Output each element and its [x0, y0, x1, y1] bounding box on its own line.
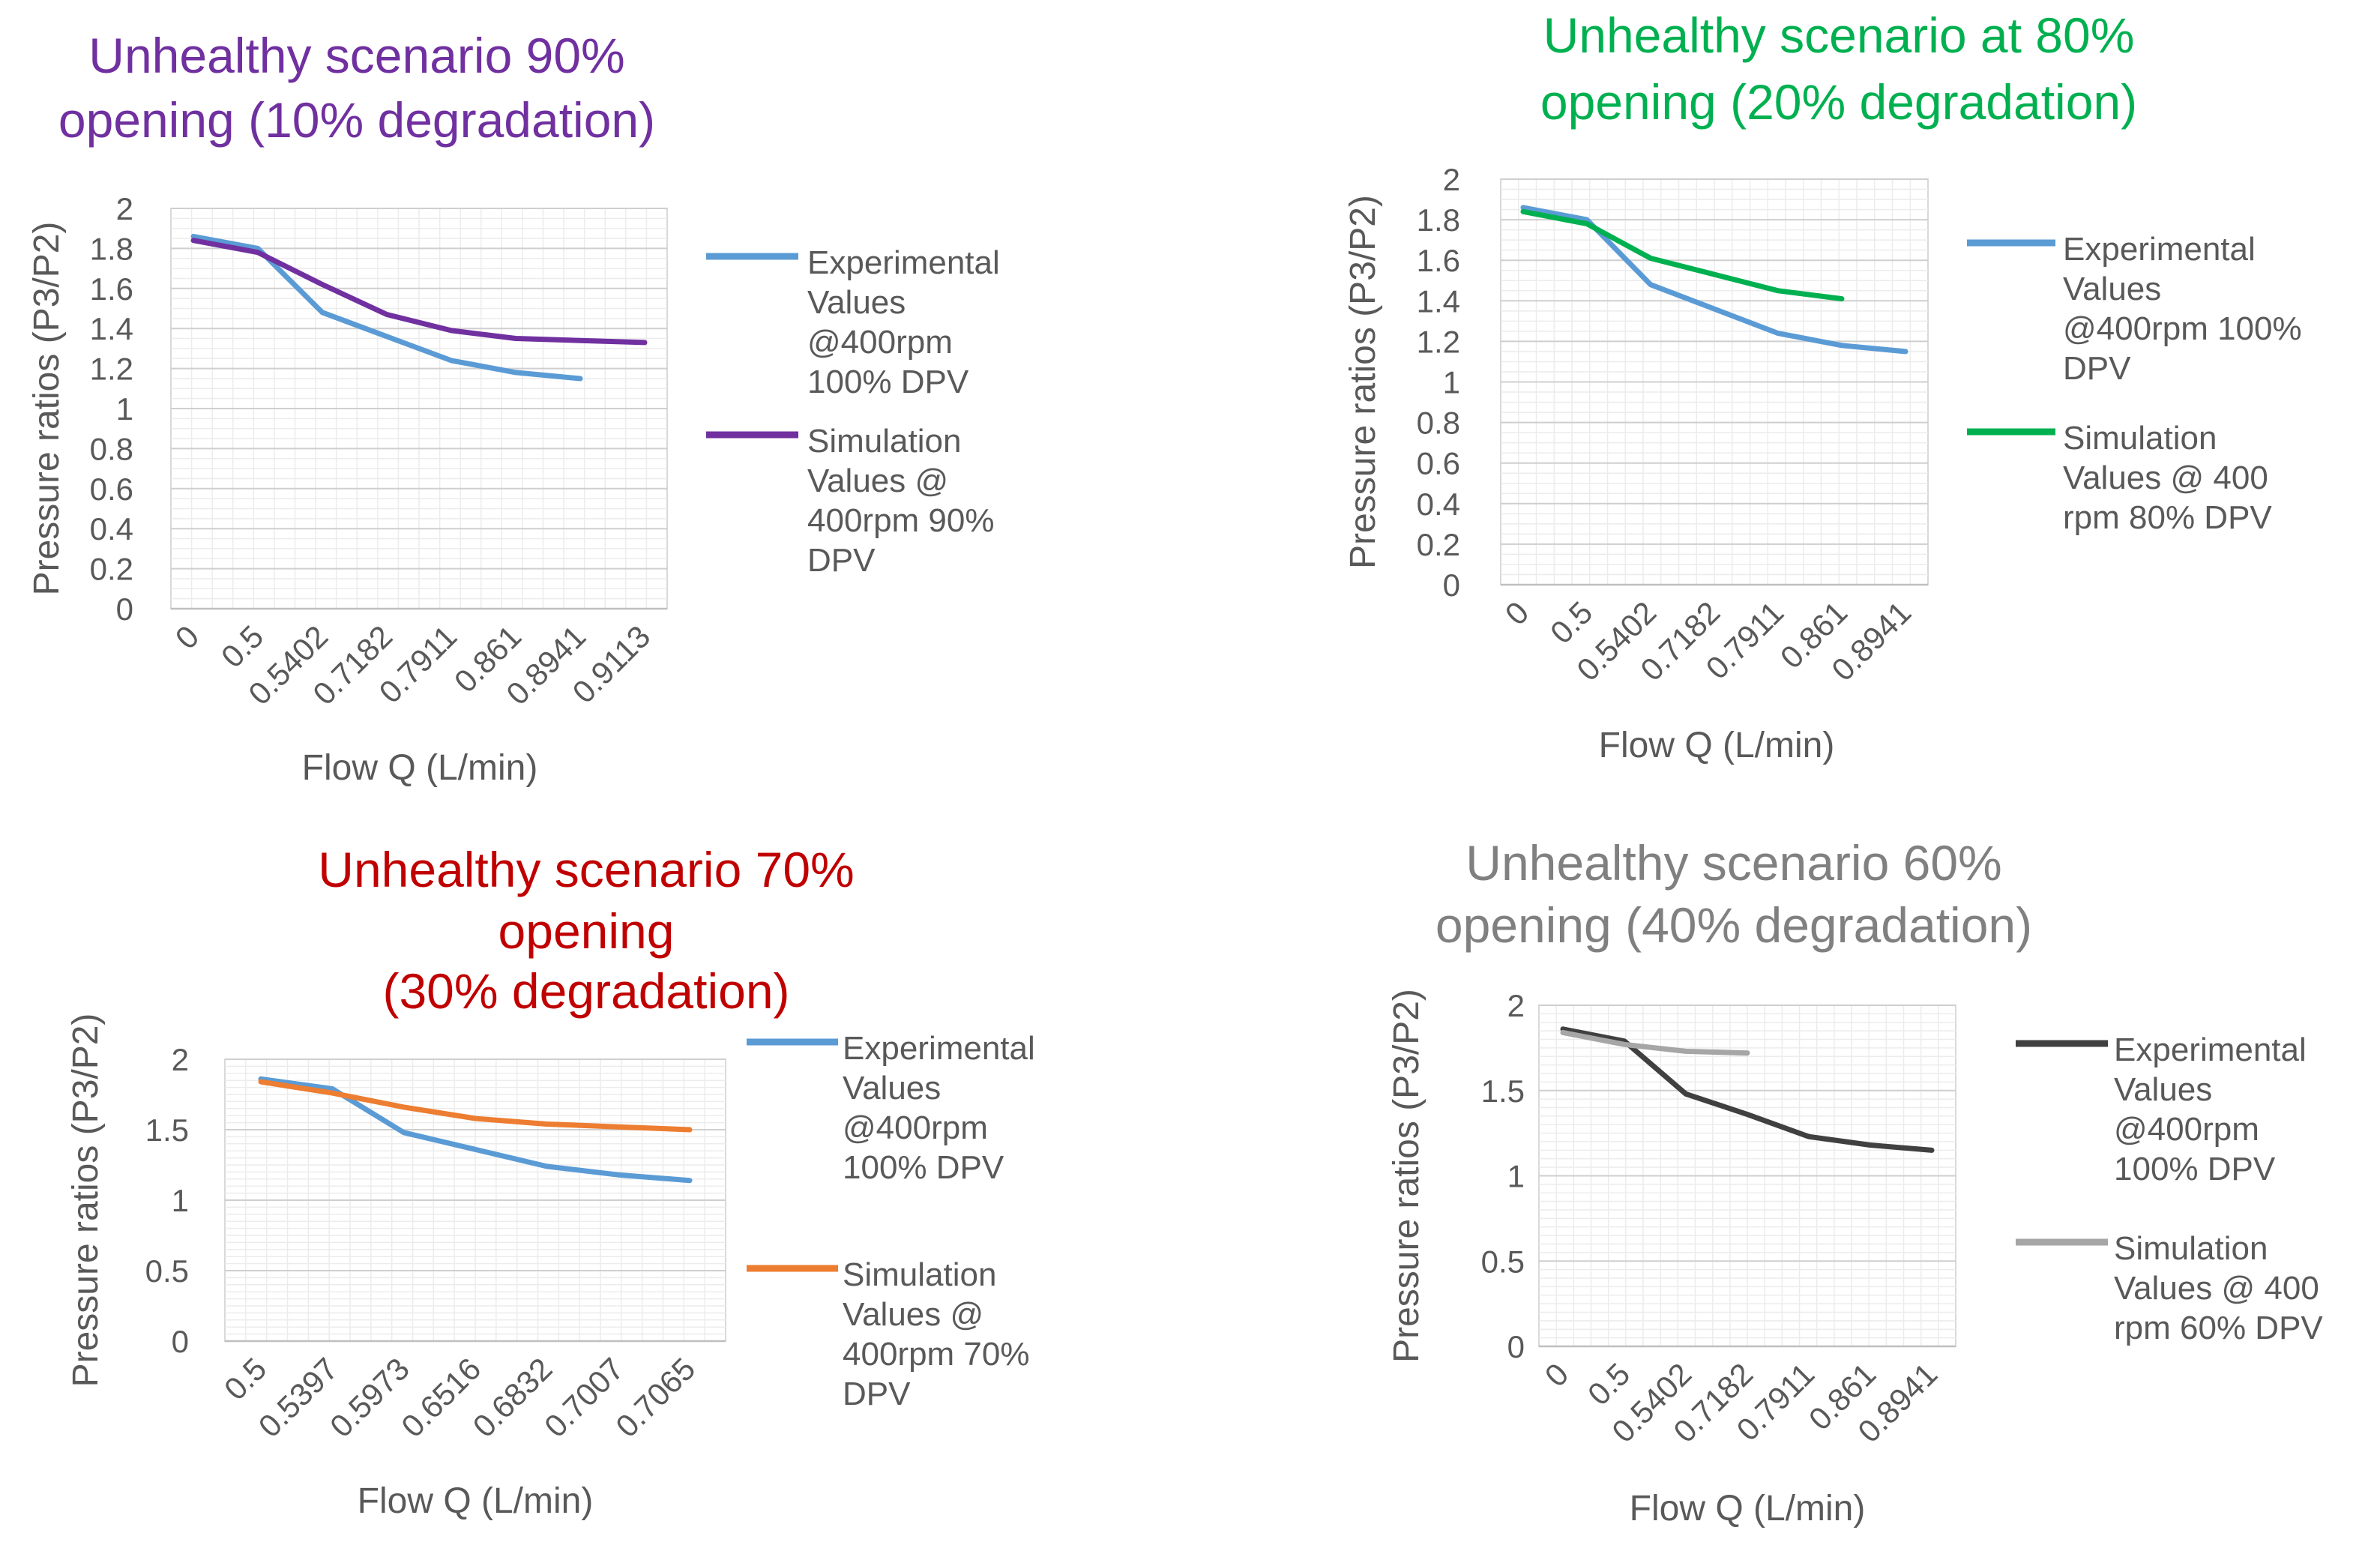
y-tick-label: 0.4	[90, 511, 133, 546]
legend-label: Values	[2063, 271, 2161, 307]
chart-title: Unhealthy scenario 90%	[88, 28, 624, 83]
legend-label: Experimental	[807, 244, 1000, 281]
y-tick-label: 1.2	[90, 352, 133, 387]
y-tick-label: 1.2	[1417, 324, 1460, 359]
y-axis-label: Pressure ratios (P3/P2)	[27, 222, 67, 596]
chart-title: opening (20% degradation)	[1540, 74, 2137, 130]
legend-label: 100% DPV	[2114, 1151, 2276, 1187]
y-tick-label: 1.5	[145, 1112, 189, 1148]
y-tick-label: 0	[1443, 567, 1460, 603]
chart-title: opening	[498, 903, 675, 959]
y-tick-label: 0	[116, 591, 133, 627]
legend-label: Simulation	[2114, 1230, 2268, 1267]
x-axis-label: Flow Q (L/min)	[1599, 726, 1835, 765]
y-tick-label: 0	[172, 1324, 189, 1359]
y-tick-label: 1.8	[1417, 202, 1460, 238]
chart-panel-2: Unhealthy scenario at 80% opening (20% de…	[1343, 7, 2302, 765]
y-axis-label: Pressure ratios (P3/P2)	[1343, 195, 1383, 569]
y-tick-label: 2	[116, 191, 133, 226]
y-tick-label: 0.5	[145, 1253, 189, 1289]
y-tick-label: 1.4	[1417, 283, 1460, 319]
legend-label: rpm 80% DPV	[2063, 499, 2272, 536]
legend-label: rpm 60% DPV	[2114, 1310, 2323, 1346]
legend-label: 100% DPV	[807, 364, 969, 400]
legend-label: Values	[2114, 1071, 2212, 1108]
y-tick-label: 0.4	[1417, 487, 1460, 522]
series-line-1	[1520, 205, 1908, 355]
x-axis-label: Flow Q (L/min)	[1630, 1489, 1866, 1529]
legend-label: Values	[843, 1070, 941, 1106]
legend-label: 100% DPV	[843, 1149, 1004, 1186]
legend-label: DPV	[2063, 350, 2131, 387]
y-tick-label: 1.5	[1481, 1073, 1525, 1109]
legend-label: @400rpm	[807, 324, 953, 361]
chart-title: (30% degradation)	[382, 963, 789, 1019]
y-tick-label: 0.2	[1417, 527, 1460, 562]
legend-label: Values	[807, 284, 906, 321]
chart-title: opening (10% degradation)	[58, 92, 655, 148]
y-tick-label: 2	[172, 1042, 189, 1077]
y-tick-label: 2	[1443, 162, 1460, 197]
y-axis-label: Pressure ratios (P3/P2)	[66, 1014, 106, 1388]
y-tick-label: 0.6	[90, 472, 133, 507]
x-axis-label: Flow Q (L/min)	[358, 1481, 594, 1521]
y-tick-label: 0.6	[1417, 446, 1460, 481]
y-tick-label: 1	[172, 1183, 189, 1218]
chart-title: Unhealthy scenario 70%	[318, 842, 854, 897]
y-tick-label: 1.4	[90, 311, 133, 346]
y-tick-label: 1.6	[1417, 243, 1460, 278]
legend-label: Values @ 400	[2114, 1270, 2319, 1307]
y-tick-label: 1.6	[90, 271, 133, 307]
series-line-2	[190, 238, 648, 346]
y-tick-label: 1.8	[90, 231, 133, 266]
chart-title: Unhealthy scenario at 80%	[1543, 7, 2135, 63]
legend-label: @400rpm 100%	[2063, 310, 2302, 347]
legend-label: Experimental	[2114, 1031, 2307, 1068]
legend-label: Simulation	[807, 423, 961, 460]
legend-label: Values @ 400	[2063, 460, 2268, 496]
series-line-2	[258, 1079, 693, 1133]
x-axis-label: Flow Q (L/min)	[302, 748, 538, 788]
y-axis-label: Pressure ratios (P3/P2)	[1387, 989, 1427, 1363]
y-tick-label: 0.8	[90, 431, 133, 466]
legend-label: @400rpm	[2114, 1111, 2259, 1148]
legend-label: Values @	[807, 463, 948, 499]
legend-label: DPV	[843, 1376, 911, 1412]
series-line-1	[258, 1076, 693, 1184]
y-tick-label: 0.8	[1417, 406, 1460, 441]
legend-label: DPV	[807, 542, 876, 579]
chart-title: Unhealthy scenario 60%	[1465, 835, 2001, 891]
series-line-1	[1560, 1026, 1935, 1153]
y-tick-label: 1	[116, 391, 133, 427]
legend-label: 400rpm 90%	[807, 502, 994, 539]
y-tick-label: 0.5	[1481, 1244, 1525, 1279]
legend-label: @400rpm	[843, 1109, 988, 1146]
y-tick-label: 2	[1507, 988, 1525, 1023]
series-line-2	[1560, 1029, 1750, 1056]
chart-title: opening (40% degradation)	[1435, 897, 2032, 953]
legend-label: 400rpm 70%	[843, 1336, 1029, 1373]
y-tick-label: 0.2	[90, 552, 133, 587]
legend-label: Simulation	[843, 1256, 996, 1293]
y-tick-label: 0	[1507, 1329, 1525, 1364]
legend-label: Experimental	[843, 1030, 1035, 1067]
series-line-1	[190, 233, 583, 382]
y-tick-label: 1	[1443, 365, 1460, 400]
legend-label: Values @	[843, 1296, 983, 1333]
series-line-2	[1520, 208, 1845, 302]
legend-label: Experimental	[2063, 231, 2256, 268]
legend-label: Simulation	[2063, 420, 2217, 457]
y-tick-label: 1	[1507, 1159, 1525, 1194]
